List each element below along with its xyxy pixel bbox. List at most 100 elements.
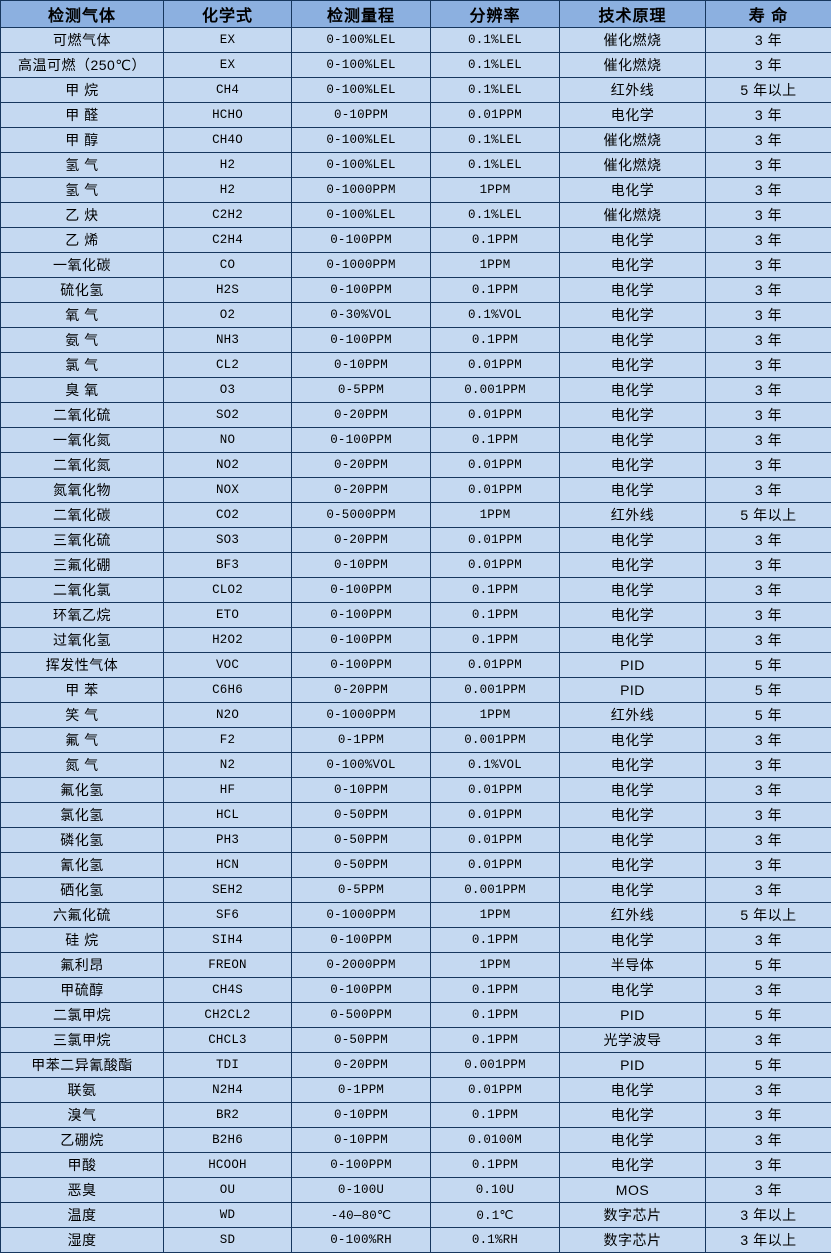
cell-lifespan: 3 年 [706,778,831,803]
cell-resolution: 0.1%LEL [431,128,560,153]
cell-gas: 二氧化氮 [1,453,164,478]
cell-formula: O2 [164,303,292,328]
cell-formula: H2S [164,278,292,303]
cell-range: -40—80℃ [292,1203,431,1228]
cell-gas: 氮 气 [1,753,164,778]
cell-formula: PH3 [164,828,292,853]
cell-range: 0-1000PPM [292,253,431,278]
cell-resolution: 0.1%LEL [431,53,560,78]
cell-resolution: 0.1%LEL [431,78,560,103]
cell-resolution: 0.01PPM [431,478,560,503]
cell-resolution: 0.1PPM [431,578,560,603]
cell-resolution: 0.1%VOL [431,303,560,328]
cell-range: 0-100PPM [292,1153,431,1178]
cell-resolution: 0.001PPM [431,728,560,753]
cell-lifespan: 5 年以上 [706,903,831,928]
cell-formula: NO2 [164,453,292,478]
cell-gas: 六氟化硫 [1,903,164,928]
cell-formula: BR2 [164,1103,292,1128]
cell-gas: 氯化氢 [1,803,164,828]
cell-resolution: 0.1PPM [431,628,560,653]
cell-resolution: 0.01PPM [431,803,560,828]
cell-technology: 电化学 [560,278,706,303]
cell-gas: 笑 气 [1,703,164,728]
cell-technology: PID [560,1003,706,1028]
cell-formula: O3 [164,378,292,403]
cell-lifespan: 3 年 [706,1078,831,1103]
cell-gas: 氧 气 [1,303,164,328]
cell-range: 0-10PPM [292,1128,431,1153]
cell-range: 0-100%VOL [292,753,431,778]
cell-resolution: 0.1PPM [431,928,560,953]
cell-lifespan: 3 年 [706,828,831,853]
cell-range: 0-100PPM [292,928,431,953]
cell-resolution: 0.01PPM [431,403,560,428]
cell-technology: 催化燃烧 [560,53,706,78]
cell-gas: 三氯甲烷 [1,1028,164,1053]
cell-technology: 光学波导 [560,1028,706,1053]
cell-technology: 电化学 [560,728,706,753]
cell-gas: 恶臭 [1,1178,164,1203]
cell-lifespan: 5 年以上 [706,503,831,528]
cell-gas: 环氧乙烷 [1,603,164,628]
cell-lifespan: 3 年 [706,928,831,953]
cell-formula: H2 [164,153,292,178]
cell-formula: HCN [164,853,292,878]
cell-range: 0-1PPM [292,728,431,753]
cell-lifespan: 3 年 [706,128,831,153]
cell-formula: NOX [164,478,292,503]
cell-technology: 电化学 [560,753,706,778]
cell-range: 0-50PPM [292,1028,431,1053]
cell-resolution: 0.1PPM [431,978,560,1003]
cell-formula: SD [164,1228,292,1253]
cell-formula: EX [164,28,292,53]
cell-range: 0-10PPM [292,103,431,128]
cell-gas: 甲 醇 [1,128,164,153]
cell-formula: N2 [164,753,292,778]
table-header-row: 检测气体 化学式 检测量程 分辨率 技术原理 寿 命 [1,1,831,28]
cell-technology: PID [560,653,706,678]
cell-range: 0-20PPM [292,528,431,553]
cell-lifespan: 3 年 [706,628,831,653]
cell-technology: 电化学 [560,778,706,803]
cell-gas: 二氯甲烷 [1,1003,164,1028]
cell-gas: 二氧化碳 [1,503,164,528]
column-header-lifespan: 寿 命 [706,1,831,28]
cell-technology: 电化学 [560,328,706,353]
cell-range: 0-100PPM [292,628,431,653]
cell-resolution: 0.1%VOL [431,753,560,778]
cell-resolution: 1PPM [431,903,560,928]
cell-gas: 氢 气 [1,178,164,203]
cell-gas: 乙 炔 [1,203,164,228]
cell-resolution: 0.1PPM [431,428,560,453]
cell-gas: 过氧化氢 [1,628,164,653]
cell-formula: WD [164,1203,292,1228]
cell-gas: 氨 气 [1,328,164,353]
cell-technology: PID [560,1053,706,1078]
cell-technology: 电化学 [560,1078,706,1103]
cell-resolution: 1PPM [431,703,560,728]
cell-technology: 电化学 [560,553,706,578]
cell-range: 0-1PPM [292,1078,431,1103]
cell-lifespan: 3 年 [706,28,831,53]
cell-formula: SF6 [164,903,292,928]
cell-formula: HCHO [164,103,292,128]
cell-formula: H2 [164,178,292,203]
cell-gas: 挥发性气体 [1,653,164,678]
cell-lifespan: 3 年 [706,603,831,628]
cell-lifespan: 3 年 [706,578,831,603]
cell-lifespan: 3 年 [706,1028,831,1053]
cell-formula: HCOOH [164,1153,292,1178]
